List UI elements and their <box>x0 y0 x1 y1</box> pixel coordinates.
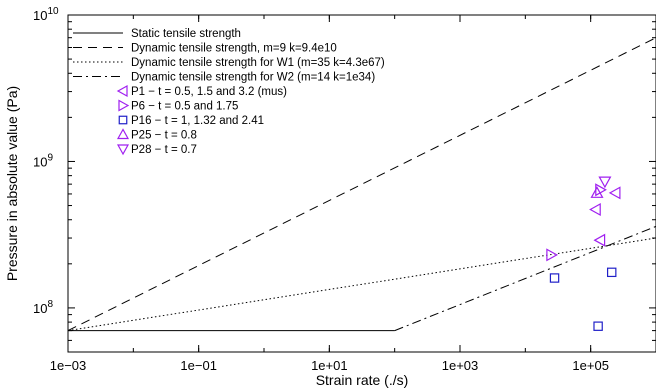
legend-label: Static tensile strength <box>131 28 241 40</box>
y-tick-base: 10 <box>33 301 47 316</box>
x-tick-label: 1e+01 <box>311 358 348 373</box>
legend-marker-square <box>118 115 128 125</box>
y-tick-base: 10 <box>33 8 47 23</box>
y-tick-exponent: 8 <box>47 299 53 310</box>
series-line-dashed <box>68 37 656 332</box>
legend-marker-triangle-up <box>116 128 130 140</box>
legend-marker-triangle-down <box>116 144 130 156</box>
y-axis-label: Pressure in absolute value (Pa) <box>4 86 20 281</box>
data-point-square <box>606 267 617 278</box>
legend-marker-triangle-right <box>118 99 130 112</box>
x-tick-label: 1e+03 <box>442 358 479 373</box>
series-line-dotted <box>68 237 656 332</box>
series-line-dashdot <box>394 225 656 332</box>
y-tick-exponent: 9 <box>47 152 53 163</box>
x-tick-label: 1e−03 <box>50 358 87 373</box>
y-tick-label: 108 <box>33 299 53 316</box>
legend-marker-triangle-left <box>116 84 128 98</box>
data-point-triangle-up <box>590 186 604 198</box>
x-axis-label: Strain rate (./s) <box>316 372 409 388</box>
x-tick-label: 1e+05 <box>572 358 609 373</box>
data-point-triangle-right <box>546 248 559 262</box>
legend-label: P1 − t = 0.5, 1.5 and 3.2 (mus) <box>131 86 287 98</box>
y-tick-base: 10 <box>33 154 47 169</box>
data-point-triangle-down <box>598 176 612 189</box>
legend-label: P16 − t = 1, 1.32 and 2.41 <box>131 115 264 127</box>
plot-frame <box>67 14 656 353</box>
data-point-square <box>549 273 560 283</box>
data-point-triangle-left <box>593 233 606 247</box>
data-point-triangle-left <box>589 202 601 217</box>
legend-label: Dynamic tensile strength for W2 (m=14 k=… <box>131 72 375 84</box>
x-tick-label: 1e−01 <box>180 358 217 373</box>
y-tick-exponent: 10 <box>47 6 59 17</box>
legend-label: Dynamic tensile strength for W1 (m=35 k=… <box>131 57 385 69</box>
legend-label: P25 − t = 0.8 <box>131 130 197 142</box>
data-point-triangle-left <box>608 186 621 200</box>
data-point-square <box>593 321 603 331</box>
legend-label: P6 − t = 0.5 and 1.75 <box>131 101 238 113</box>
y-tick-label: 1010 <box>33 6 59 23</box>
y-tick-label: 109 <box>33 152 53 169</box>
legend: Static tensile strength Dynamic tensile s… <box>73 28 385 156</box>
legend-label: Dynamic tensile strength, m=9 k=9.4e10 <box>131 43 337 55</box>
legend-label: P28 − t = 0.7 <box>131 144 197 156</box>
